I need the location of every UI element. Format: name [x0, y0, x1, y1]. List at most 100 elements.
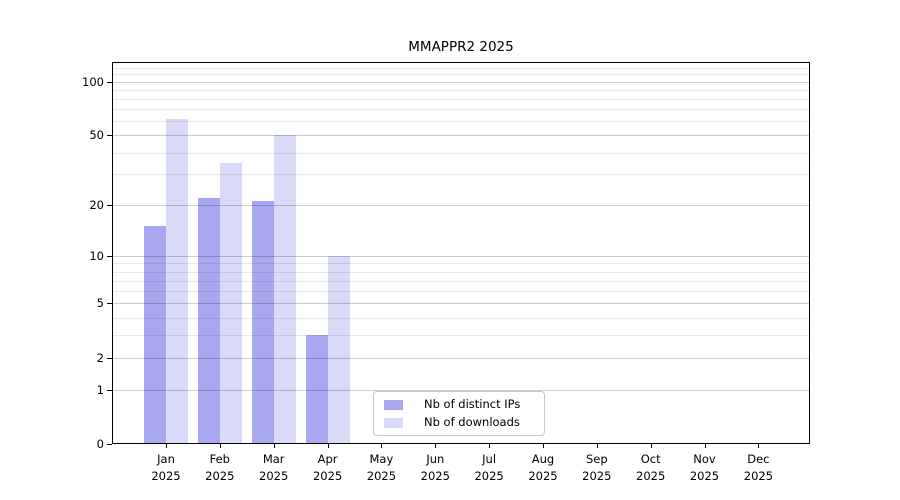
x-tick-year: 2025: [474, 468, 504, 483]
x-tick-mark-feb: [219, 444, 221, 448]
y-tick-mark-10: [107, 256, 112, 257]
minor-gridline-80: [112, 99, 810, 100]
x-tick-month: Jun: [426, 452, 445, 466]
x-tick-year: 2025: [636, 468, 666, 483]
x-tick-year: 2025: [312, 468, 343, 483]
x-tick-year: 2025: [582, 468, 612, 483]
x-tick-month: Feb: [209, 452, 230, 466]
x-tick-month: Jul: [482, 452, 497, 466]
minor-gridline-8: [112, 271, 810, 273]
y-tick-mark-1: [107, 390, 112, 391]
y-tick-label-0: 0: [96, 437, 104, 451]
x-tick-label-dec: Dec 2025: [731, 451, 785, 484]
legend: Nb of distinct IPs Nb of downloads: [373, 391, 545, 436]
y-tick-label-20: 20: [89, 198, 104, 212]
bar-distinct-ips-feb: [197, 197, 220, 443]
bar-downloads-jan: [166, 118, 188, 443]
x-tick-mark-apr: [327, 444, 329, 448]
x-tick-label-jun: Jun 2025: [408, 451, 462, 484]
x-tick-year: 2025: [528, 468, 558, 483]
x-tick-mark-mar: [273, 444, 275, 448]
y-tick-mark-50: [107, 135, 112, 136]
bar-downloads-apr: [327, 255, 350, 443]
x-tick-label-mar: Mar 2025: [247, 451, 301, 484]
y-tick-mark-2: [107, 358, 112, 359]
y-tick-label-2: 2: [96, 351, 104, 365]
major-gridline-5: [112, 303, 810, 305]
x-tick-mark-nov: [704, 444, 706, 448]
x-tick-mark-may: [381, 444, 383, 448]
x-tick-month: Aug: [531, 452, 555, 466]
x-tick-month: Oct: [640, 452, 661, 466]
chart-title: MMAPPR2 2025: [408, 39, 514, 55]
minor-gridline-120: [112, 67, 810, 69]
x-tick-label-jul: Jul 2025: [462, 451, 516, 484]
x-tick-mark-sep: [596, 444, 598, 448]
x-tick-month: Mar: [262, 452, 285, 466]
y-tick-label-5: 5: [96, 296, 104, 310]
x-tick-year: 2025: [689, 468, 720, 483]
x-tick-label-sep: Sep 2025: [570, 451, 624, 484]
bar-distinct-ips-apr: [305, 335, 328, 443]
major-gridline-20: [112, 205, 810, 206]
minor-gridline-70: [112, 109, 810, 111]
minor-gridline-90: [112, 89, 810, 91]
bar-distinct-ips-mar: [251, 201, 274, 443]
y-tick-label-100: 100: [82, 75, 104, 89]
bar-distinct-ips-jan: [144, 226, 166, 443]
gridlines-layer: [112, 62, 810, 444]
major-gridline-50: [112, 135, 810, 137]
minor-gridline-6: [112, 291, 810, 293]
legend-swatch-downloads: [384, 417, 403, 428]
major-gridline-100: [112, 81, 810, 83]
x-tick-label-nov: Nov 2025: [678, 451, 732, 484]
x-tick-month: Nov: [693, 452, 716, 466]
x-tick-label-may: May 2025: [354, 451, 408, 484]
major-gridline-10: [112, 255, 810, 257]
plot-border: [112, 62, 810, 444]
legend-item-downloads: Nb of downloads: [384, 415, 544, 429]
minor-gridline-9: [112, 263, 810, 265]
y-tick-mark-20: [107, 205, 112, 206]
legend-swatch-distinct-ips: [384, 399, 403, 410]
x-tick-mark-aug: [543, 444, 544, 448]
y-tick-label-10: 10: [89, 249, 104, 263]
x-tick-year: 2025: [366, 468, 397, 483]
minor-gridline-40: [112, 152, 810, 154]
y-tick-mark-100: [107, 82, 112, 83]
y-tick-mark-5: [107, 303, 112, 304]
minor-gridline-60: [112, 121, 810, 123]
x-tick-year: 2025: [151, 468, 181, 483]
x-tick-year: 2025: [259, 468, 289, 483]
legend-label-distinct-ips: Nb of distinct IPs: [424, 397, 521, 411]
x-tick-label-apr: Apr 2025: [301, 451, 355, 484]
minor-gridline-30: [112, 174, 810, 176]
minor-gridline-110: [112, 74, 810, 76]
y-tick-mark-0: [107, 444, 112, 445]
minor-gridline-3: [112, 335, 810, 337]
x-tick-mark-jan: [166, 444, 167, 448]
legend-item-distinct-ips: Nb of distinct IPs: [384, 397, 544, 411]
bar-downloads-feb: [219, 162, 242, 443]
x-tick-month: Jan: [157, 452, 175, 466]
x-tick-year: 2025: [205, 468, 235, 483]
x-tick-year: 2025: [743, 468, 774, 483]
y-tick-label-1: 1: [96, 383, 104, 397]
x-tick-label-jan: Jan 2025: [139, 451, 193, 484]
x-tick-mark-jun: [435, 444, 437, 448]
x-tick-mark-jul: [489, 444, 491, 448]
minor-gridline-4: [112, 317, 810, 319]
minor-gridline-7: [112, 280, 810, 282]
major-gridline-1: [112, 389, 810, 391]
bars-layer: [112, 62, 810, 444]
x-tick-month: Apr: [317, 452, 338, 466]
x-tick-month: Sep: [585, 452, 608, 466]
legend-label-downloads: Nb of downloads: [424, 415, 520, 429]
x-tick-month: May: [369, 452, 394, 466]
x-tick-year: 2025: [420, 468, 450, 483]
major-gridline-2: [112, 357, 810, 359]
plot-area: [112, 62, 810, 444]
x-tick-month: Dec: [747, 452, 770, 466]
x-tick-label-oct: Oct 2025: [624, 451, 678, 484]
